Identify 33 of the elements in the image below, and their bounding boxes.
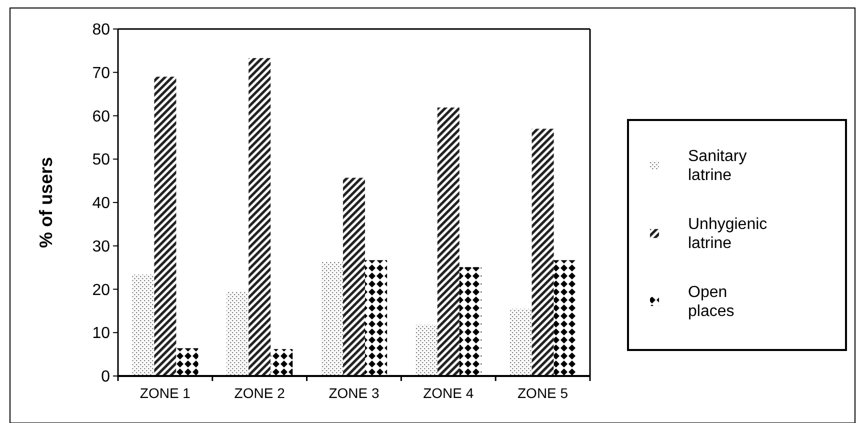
legend-label: Sanitary latrine xyxy=(688,148,747,184)
y-tick-label: 0 xyxy=(101,368,110,386)
x-tick-label: ZONE 2 xyxy=(234,385,286,401)
bar xyxy=(176,348,198,376)
y-tick-label: 10 xyxy=(92,325,110,342)
y-tick-label: 70 xyxy=(92,64,110,82)
x-tick-label: ZONE 1 xyxy=(140,385,191,401)
legend-label: Unhygienic latrine xyxy=(688,216,768,252)
y-tick-label: 20 xyxy=(92,282,110,299)
bar xyxy=(226,292,249,376)
bar xyxy=(248,58,271,376)
bar xyxy=(270,349,293,376)
bar xyxy=(415,324,438,376)
bar xyxy=(554,260,576,376)
bar xyxy=(154,76,176,376)
y-axis-title: % of users xyxy=(36,156,56,248)
bar xyxy=(532,128,554,376)
bar xyxy=(132,274,154,376)
y-tick-label: 40 xyxy=(92,195,110,212)
bar xyxy=(365,260,388,376)
bar xyxy=(459,267,482,376)
x-tick-label: ZONE 4 xyxy=(423,385,474,401)
y-tick-label: 60 xyxy=(92,108,110,126)
bar xyxy=(437,108,460,376)
bar xyxy=(342,178,366,376)
y-tick-label: 50 xyxy=(92,152,110,169)
x-tick-label: ZONE 5 xyxy=(518,385,568,401)
bar xyxy=(510,308,532,376)
bar xyxy=(320,261,343,376)
y-tick-label: 80 xyxy=(92,22,110,39)
legend-label: Open places xyxy=(688,284,734,320)
y-tick-label: 30 xyxy=(92,238,110,256)
x-tick-label: ZONE 3 xyxy=(328,385,380,401)
